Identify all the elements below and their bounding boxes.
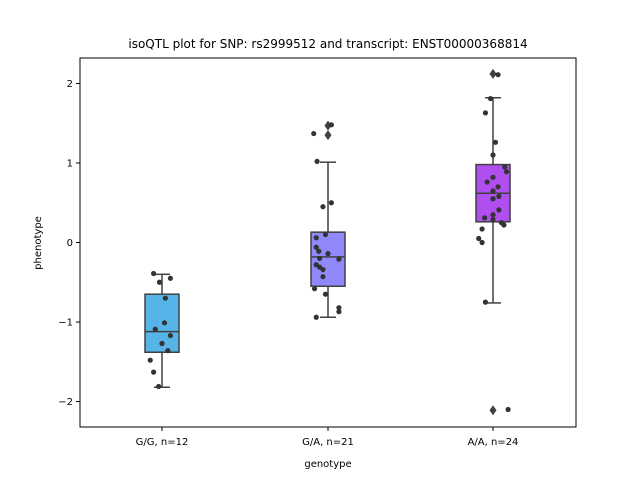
data-point	[328, 122, 334, 128]
data-point	[495, 184, 501, 190]
data-point	[322, 291, 329, 297]
y-axis: −2 −1 0 1 2	[58, 79, 80, 408]
data-point	[503, 169, 510, 175]
data-point	[161, 320, 168, 326]
data-point	[336, 309, 342, 315]
data-point	[325, 251, 331, 257]
outlier-marker	[324, 130, 332, 141]
data-point	[162, 295, 168, 301]
data-point	[490, 196, 496, 202]
data-point	[313, 235, 319, 241]
data-point	[151, 270, 157, 277]
y-tick-label: 0	[67, 238, 73, 249]
y-tick-label: −2	[58, 397, 73, 408]
data-point	[167, 275, 173, 281]
data-point	[320, 274, 326, 280]
data-point	[476, 235, 482, 242]
data-point	[147, 357, 153, 363]
data-point	[490, 188, 496, 194]
data-point	[496, 207, 502, 213]
y-tick-label: −1	[58, 318, 73, 329]
data-point	[152, 326, 158, 332]
data-point	[479, 226, 485, 232]
data-point	[490, 152, 496, 158]
data-point	[482, 299, 489, 305]
data-point	[311, 286, 318, 292]
data-point	[490, 216, 496, 223]
data-point	[479, 239, 485, 246]
data-point	[496, 193, 502, 199]
data-point	[502, 164, 508, 170]
data-point	[167, 332, 173, 339]
data-point	[484, 179, 490, 185]
chart-title: isoQTL plot for SNP: rs2999512 and trans…	[128, 37, 527, 51]
data-point	[159, 340, 165, 347]
data-point	[165, 348, 171, 354]
outlier-marker	[489, 68, 497, 79]
data-point	[487, 95, 494, 102]
data-point	[322, 231, 329, 238]
data-point	[156, 383, 162, 390]
data-point	[313, 244, 319, 250]
data-point	[482, 215, 488, 221]
data-point	[492, 139, 499, 145]
outlier-marker	[489, 405, 497, 416]
x-tick-label: G/A, n=21	[302, 437, 354, 448]
data-point	[505, 406, 511, 413]
data-point	[313, 314, 319, 320]
data-point	[495, 72, 501, 78]
data-point	[336, 305, 342, 311]
data-point	[316, 248, 322, 254]
x-axis-label: genotype	[304, 459, 351, 470]
data-point	[490, 174, 496, 180]
data-point	[320, 266, 326, 273]
data-point	[151, 369, 157, 375]
points-layer	[147, 72, 511, 413]
data-point	[490, 212, 496, 218]
data-point	[328, 200, 334, 206]
x-tick-label: G/G, n=12	[136, 437, 189, 448]
data-point	[314, 158, 320, 164]
y-tick-label: 1	[67, 158, 73, 169]
y-tick-label: 2	[67, 79, 73, 90]
y-axis-label: phenotype	[33, 216, 44, 270]
data-point	[320, 204, 326, 210]
data-point	[336, 256, 342, 262]
x-axis: G/G, n=12 G/A, n=21 A/A, n=24	[136, 427, 519, 448]
data-point	[156, 279, 163, 285]
x-tick-label: A/A, n=24	[468, 437, 519, 448]
data-point	[482, 110, 489, 116]
data-point	[501, 222, 507, 228]
data-point	[311, 130, 317, 137]
data-point	[317, 255, 323, 262]
